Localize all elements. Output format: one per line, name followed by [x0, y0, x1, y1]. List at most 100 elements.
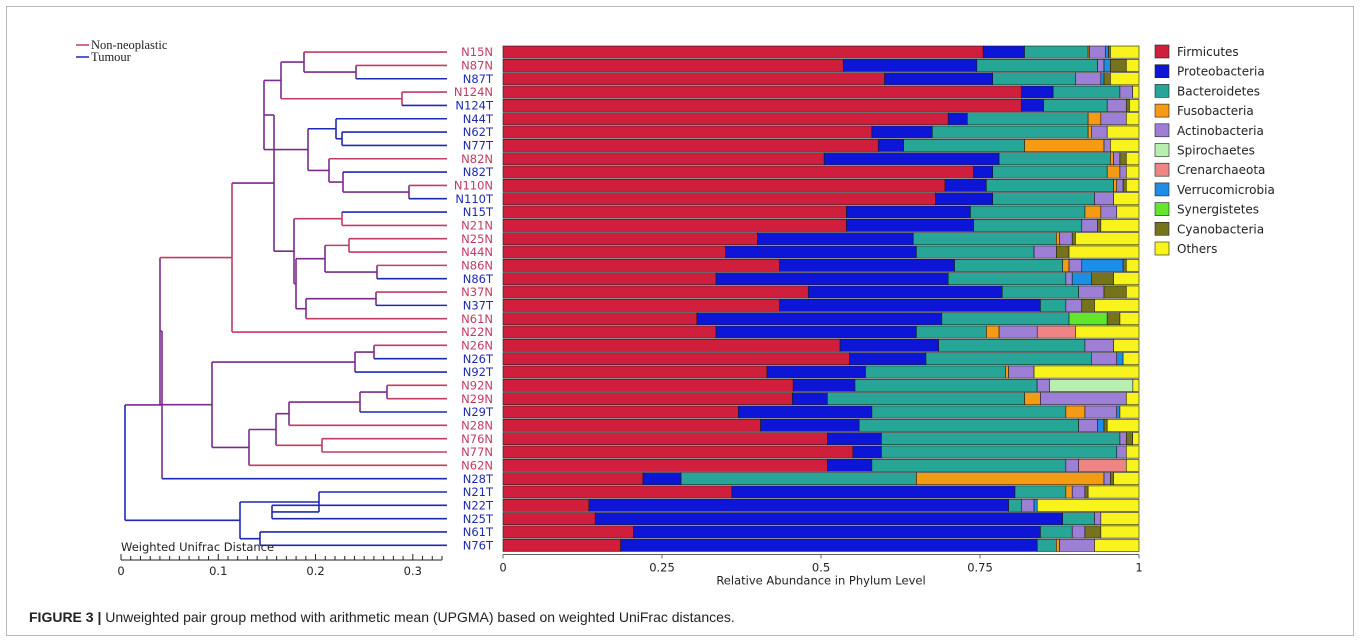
bar-N21N-proteobacteria: [846, 219, 973, 231]
bar-N25N-actinobacteria: [1060, 233, 1073, 245]
bar-N15N-firmicutes: [503, 46, 983, 58]
bar-N22N-proteobacteria: [716, 326, 916, 338]
bar-N44T-firmicutes: [503, 113, 948, 125]
bar-N77N-others: [1126, 446, 1139, 458]
sample-label: N86N: [461, 258, 493, 272]
bar-N87T-actinobacteria: [1075, 73, 1100, 85]
sample-label: N21T: [463, 485, 494, 499]
bar-N110N-fusobacteria: [1114, 179, 1117, 191]
bar-N86T-cyanobacteria: [1091, 273, 1113, 285]
bar-N44N-actinobacteria: [1034, 246, 1056, 258]
bar-N29T-others: [1120, 406, 1139, 418]
bar-N28T-cyanobacteria: [1110, 473, 1113, 485]
legend-label-bacteroidetes: Bacteroidetes: [1177, 84, 1260, 98]
bar-N61N-firmicutes: [503, 313, 697, 325]
bar-N22T-bacteroidetes: [1009, 499, 1022, 511]
bar-N61N-cyanobacteria: [1107, 313, 1120, 325]
bar-N37T-firmicutes: [503, 299, 780, 311]
legend-label-spirochaetes: Spirochaetes: [1177, 144, 1255, 158]
bar-N86T-actinobacteria: [1066, 273, 1072, 285]
legend-label-firmicutes: Firmicutes: [1177, 45, 1239, 59]
bar-N110T-bacteroidetes: [993, 193, 1095, 205]
bar-N29T-bacteroidetes: [872, 406, 1066, 418]
bar-N92N-others: [1133, 379, 1139, 391]
bar-N92T-fusobacteria: [1005, 366, 1008, 378]
bar-N26T-proteobacteria: [850, 353, 926, 365]
bar-N92N-actinobacteria: [1037, 379, 1049, 391]
sample-label: N61T: [463, 525, 494, 539]
bar-N62N-firmicutes: [503, 459, 827, 471]
bar-N44T-proteobacteria: [948, 113, 967, 125]
tree-legend-label: Tumour: [91, 50, 132, 64]
sample-label: N110T: [455, 192, 494, 206]
bar-N61T-firmicutes: [503, 526, 633, 538]
bar-N61N-synergistetes: [1069, 313, 1107, 325]
bar-N87N-proteobacteria: [843, 59, 977, 71]
bar-N76T-bacteroidetes: [1037, 539, 1056, 551]
bar-N37T-actinobacteria: [1066, 299, 1082, 311]
bar-N22N-bacteroidetes: [916, 326, 986, 338]
sample-label: N92T: [463, 365, 494, 379]
bar-N110T-others: [1114, 193, 1139, 205]
bar-N87N-others: [1126, 59, 1139, 71]
bar-N22N-crenarchaeota: [1037, 326, 1075, 338]
bar-N37T-proteobacteria: [780, 299, 1041, 311]
bar-N82N-others: [1126, 153, 1139, 165]
bar-N77T-others: [1110, 139, 1139, 151]
bar-N87N-bacteroidetes: [977, 59, 1098, 71]
bar-N15N-proteobacteria: [983, 46, 1024, 58]
bar-N86N-actinobacteria: [1069, 259, 1082, 271]
bar-N29T-verrucomicrobia: [1117, 406, 1120, 418]
bar-N62N-crenarchaeota: [1079, 459, 1127, 471]
bar-N77T-actinobacteria: [1104, 139, 1110, 151]
legend-label-actinobacteria: Actinobacteria: [1177, 124, 1264, 138]
bar-N29N-firmicutes: [503, 393, 792, 405]
bar-N82T-fusobacteria: [1107, 166, 1120, 178]
bar-N61T-cyanobacteria: [1085, 526, 1101, 538]
bar-N62T-actinobacteria: [1091, 126, 1107, 138]
sample-label: N87N: [461, 59, 493, 73]
bar-N86N-proteobacteria: [780, 259, 955, 271]
legend-swatch-verrucomicrobia: [1155, 183, 1169, 196]
sample-label: N15T: [463, 205, 494, 219]
bar-N86N-cyanobacteria: [1123, 259, 1126, 271]
bar-N82T-actinobacteria: [1120, 166, 1126, 178]
bar-N28N-cyanobacteria: [1104, 419, 1107, 431]
bar-N124T-others: [1129, 99, 1139, 111]
bar-N61N-bacteroidetes: [942, 313, 1069, 325]
sample-label: N124N: [454, 85, 493, 99]
bar-N21N-firmicutes: [503, 219, 846, 231]
bar-N76N-bacteroidetes: [881, 433, 1119, 445]
legend-swatch-fusobacteria: [1155, 104, 1169, 117]
bar-N82N-fusobacteria: [1110, 153, 1113, 165]
bar-N110N-proteobacteria: [945, 179, 986, 191]
bar-N62T-proteobacteria: [872, 126, 932, 138]
bar-N37T-cyanobacteria: [1082, 299, 1095, 311]
bar-N110T-firmicutes: [503, 193, 935, 205]
sample-labels: N15NN87NN87TN124NN124TN44TN62TN77TN82NN8…: [454, 45, 494, 552]
x-tick-label: 0: [499, 561, 506, 575]
legend-swatch-bacteroidetes: [1155, 84, 1169, 97]
sample-label: N124T: [455, 99, 494, 113]
sample-label: N21N: [461, 218, 493, 232]
bar-N21T-proteobacteria: [732, 486, 1015, 498]
bar-N15T-bacteroidetes: [970, 206, 1084, 218]
bar-N29T-actinobacteria: [1085, 406, 1117, 418]
bar-N124N-actinobacteria: [1120, 86, 1133, 98]
bar-N28N-others: [1107, 419, 1139, 431]
bar-N87T-cyanobacteria: [1104, 73, 1110, 85]
bar-N26T-bacteroidetes: [926, 353, 1091, 365]
sample-label: N25N: [461, 232, 493, 246]
bar-N62T-fusobacteria: [1088, 126, 1091, 138]
bar-N76N-actinobacteria: [1120, 433, 1126, 445]
bar-N110N-bacteroidetes: [986, 179, 1113, 191]
bar-N26N-proteobacteria: [840, 339, 939, 351]
phylum-legend: FirmicutesProteobacteriaBacteroidetesFus…: [1155, 45, 1275, 256]
legend-swatch-firmicutes: [1155, 45, 1169, 58]
bar-N86T-others: [1114, 273, 1139, 285]
bar-N22N-firmicutes: [503, 326, 716, 338]
sample-label: N22T: [463, 498, 494, 512]
legend-label-crenarchaeota: Crenarchaeota: [1177, 163, 1265, 177]
bar-N25T-others: [1101, 513, 1139, 525]
bar-N92T-actinobacteria: [1009, 366, 1034, 378]
